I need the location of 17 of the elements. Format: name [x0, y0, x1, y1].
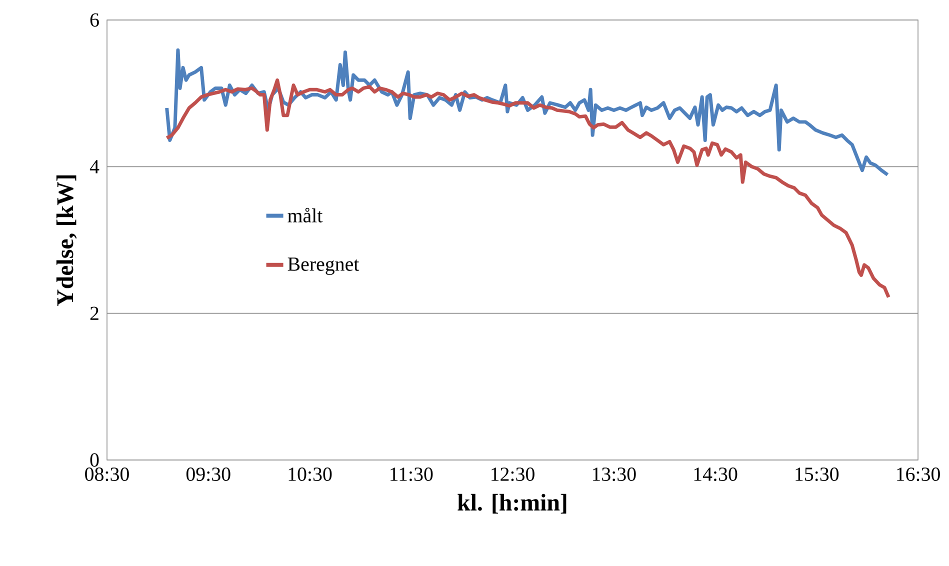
y-axis-title: Ydelse, [kW]	[56, 175, 77, 306]
x-tick-label: 11:30	[390, 468, 433, 482]
y-tick-label: 6	[90, 13, 99, 27]
x-tick-label: 12:30	[492, 468, 534, 482]
x-tick-label: 09:30	[186, 468, 230, 482]
y-tick-label: 0	[90, 453, 99, 467]
x-tick-label: 16:30	[897, 468, 940, 482]
x-axis-title: kl. [h:min]	[458, 494, 566, 514]
x-tick-label: 10:30	[288, 468, 332, 482]
x-tick-label: 13:30	[592, 468, 636, 482]
legend-label: Beregnet	[288, 258, 360, 275]
x-tick-label: 08:30	[85, 468, 129, 482]
legend-label: målt	[288, 208, 323, 222]
x-tick-label: 14:30	[694, 468, 738, 482]
x-tick-label: 15:30	[796, 468, 839, 482]
y-tick-label: 2	[90, 306, 98, 320]
y-tick-label: 4	[90, 160, 100, 174]
